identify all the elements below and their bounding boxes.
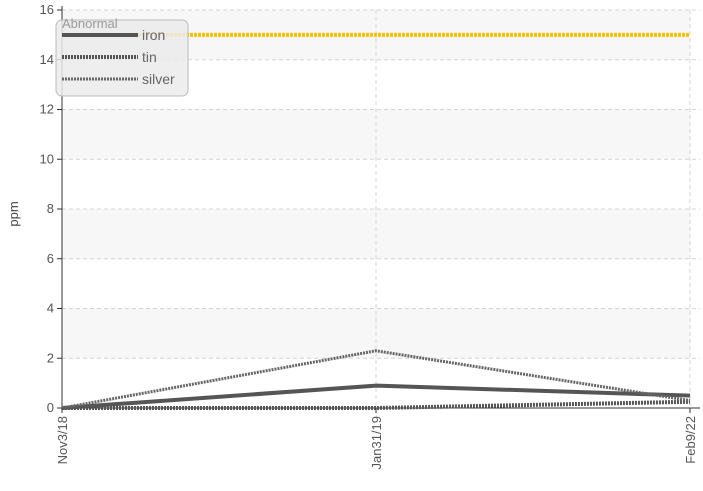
y-tick-label: 14: [40, 52, 54, 67]
x-tick-label: Feb9/22: [683, 416, 698, 464]
legend-label-iron: iron: [142, 27, 165, 43]
y-axis-label: ppm: [6, 201, 21, 226]
y-tick-label: 0: [47, 400, 54, 415]
y-tick-label: 4: [47, 301, 54, 316]
legend-label-silver: silver: [142, 71, 175, 87]
y-tick-label: 8: [47, 201, 54, 216]
legend-label-tin: tin: [142, 49, 157, 65]
grid-lines: [62, 9, 700, 408]
x-tick-label: Jan31/19: [369, 416, 384, 470]
legend[interactable]: Abnormal iron tin silver: [55, 16, 189, 97]
y-tick-label: 6: [47, 251, 54, 266]
y-tick-label: 12: [40, 102, 54, 117]
y-tick-label: 2: [47, 350, 54, 365]
series-layer: [61, 349, 691, 410]
legend-label-abnormal: Abnormal: [62, 16, 118, 31]
x-tick-label: Nov3/18: [55, 416, 70, 464]
series-line-iron: [61, 383, 691, 410]
y-tick-label: 10: [40, 151, 54, 166]
series-line-silver: [61, 349, 691, 410]
tick-labels: 0 2 4 6 8 10 12 14 16 Nov3/18 Jan31/19 Feb9/22: [40, 2, 698, 470]
y-tick-label: 16: [40, 2, 54, 17]
